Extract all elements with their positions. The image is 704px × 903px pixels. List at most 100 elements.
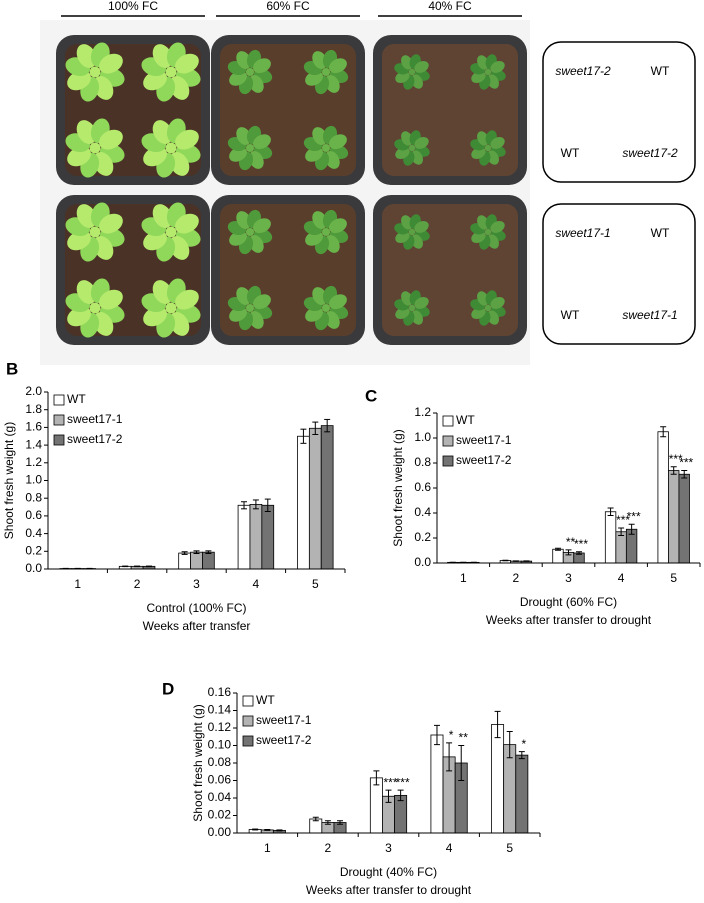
error-bar (300, 428, 307, 444)
charts: B 0.0 0.2 0.4 0.6 0.8 1.0 1.2 1.4 1.6 1.8 2.0 Shoot … (2, 359, 701, 897)
leaf (312, 287, 328, 305)
x-tick-label: 4 (446, 841, 453, 855)
plant-center (321, 67, 331, 77)
plant-center (321, 143, 331, 153)
leaf (329, 218, 347, 234)
bar (515, 754, 529, 834)
plant-center (408, 144, 416, 152)
leaf (329, 58, 347, 74)
y-tick-label: 0.4 (414, 505, 431, 519)
leaf (76, 280, 97, 304)
y-tick-label: 0.8 (414, 455, 431, 469)
y-axis-label: Shoot fresh weight (g) (191, 704, 205, 821)
legend-swatch (242, 695, 254, 707)
bar (678, 473, 690, 564)
bar (249, 503, 263, 570)
x-axis-label: Weeks after transfer to drought (486, 613, 652, 627)
leaf (152, 44, 173, 68)
significance: *** (574, 537, 588, 551)
genotype-label: WT (651, 64, 670, 78)
legend-label: sweet17-1 (67, 412, 123, 426)
leaf (169, 236, 190, 260)
legend-label: sweet17-1 (456, 433, 512, 447)
significance: *** (627, 509, 641, 523)
legend-swatch (442, 455, 454, 467)
leaf (305, 230, 323, 246)
leaf (236, 211, 252, 229)
plant-center (484, 304, 492, 312)
leaf (229, 70, 247, 86)
bar (297, 435, 310, 570)
significance: *** (679, 456, 693, 470)
legend-label: sweet17-2 (256, 733, 312, 747)
leaf (477, 291, 489, 306)
y-tick-label: 0.10 (208, 738, 232, 752)
leaf (76, 44, 97, 68)
plant-center (321, 303, 331, 313)
leaf (236, 127, 252, 145)
error-bar (554, 547, 561, 551)
y-tick-label: 1.2 (25, 455, 42, 469)
leaf (175, 129, 199, 150)
x-tick-label: 3 (565, 571, 572, 585)
x-axis-label: Weeks after transfer (143, 619, 251, 633)
leaf (152, 280, 173, 304)
leaf (324, 151, 340, 169)
plant-center (165, 226, 177, 238)
significance: * (521, 737, 526, 751)
leaf (99, 129, 123, 150)
error-bar (618, 527, 625, 536)
error-bar (494, 710, 501, 739)
y-tick-label: 0.4 (25, 526, 42, 540)
x-tick-label: 1 (264, 841, 271, 855)
bar (552, 548, 564, 564)
leaf (471, 307, 486, 319)
y-tick-label: 0.12 (208, 720, 232, 734)
y-tick-label: 0.00 (208, 825, 232, 839)
leaf (395, 307, 410, 319)
plant-center (245, 227, 255, 237)
panel-label: C (365, 386, 377, 405)
significance: ** (566, 535, 576, 549)
leaf (477, 215, 489, 230)
leaf (169, 152, 190, 176)
significance: *** (669, 452, 683, 466)
leaf (411, 310, 423, 325)
leaf (401, 131, 413, 146)
bar (604, 511, 617, 564)
legend-swatch (442, 435, 454, 447)
leaf (169, 76, 190, 100)
leaf (143, 306, 167, 327)
leaf (99, 53, 123, 74)
plant-center (408, 228, 416, 236)
leaf (490, 297, 505, 309)
bar (202, 551, 215, 570)
condition-label: 40% FC (428, 0, 472, 13)
x-tick-label: 2 (325, 841, 332, 855)
legend-swatch (53, 394, 65, 406)
x-axis-label: Control (100% FC) (146, 601, 246, 615)
bar (657, 431, 669, 564)
leaf (93, 152, 114, 176)
error-bar (324, 820, 331, 825)
significance: ** (459, 731, 469, 745)
leaf (411, 150, 423, 165)
error-bar (312, 421, 319, 435)
leaf (471, 147, 486, 159)
legend-swatch (242, 715, 254, 727)
leaf (253, 58, 271, 74)
legend-label: WT (67, 392, 86, 406)
y-tick-label: 0.08 (208, 755, 232, 769)
leaf (67, 230, 91, 251)
leaf (305, 146, 323, 162)
leaf (143, 70, 167, 91)
leaf (324, 311, 340, 329)
leaf (487, 234, 499, 249)
y-tick-label: 1.2 (414, 405, 431, 419)
plant-center (89, 302, 101, 314)
genotype-label: WT (561, 308, 580, 322)
error-bar (373, 770, 380, 786)
leaf (99, 213, 123, 234)
error-bar (205, 550, 212, 555)
panel-label: D (162, 679, 174, 698)
